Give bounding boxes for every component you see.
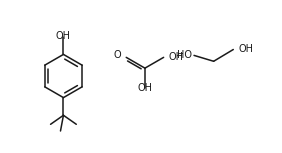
Text: O: O: [114, 50, 121, 60]
Text: OH: OH: [137, 83, 153, 93]
Text: OH: OH: [56, 31, 71, 41]
Text: OH: OH: [169, 52, 184, 62]
Text: HO: HO: [177, 50, 192, 60]
Text: OH: OH: [238, 45, 253, 54]
